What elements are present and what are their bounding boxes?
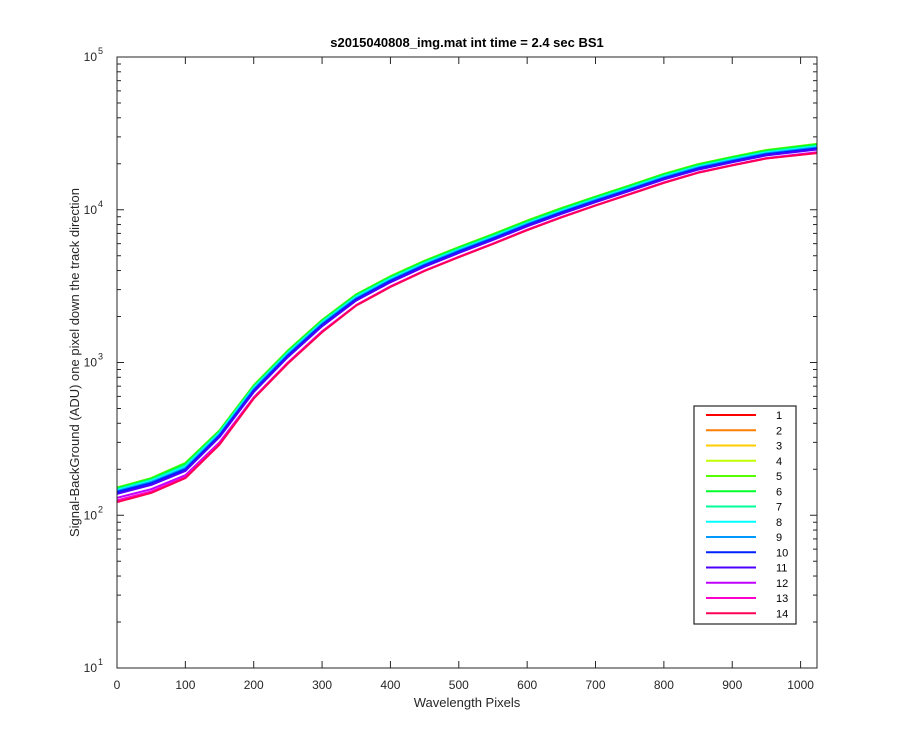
y-tick-label: 10 [84,661,98,675]
legend-label-9: 9 [776,532,782,544]
x-tick-label: 500 [449,678,469,692]
y-tick-exponent: 5 [98,46,103,56]
legend-label-8: 8 [776,517,782,529]
x-ticks: 0 100 200 300 400 500 600 700 800 900 1000 [114,57,814,692]
y-tick-label: 10 [84,508,98,522]
legend-label-14: 14 [776,608,788,620]
x-tick-label: 300 [312,678,332,692]
series-line-11 [116,148,818,495]
x-tick-label: 0 [114,678,121,692]
legend-label-1: 1 [776,410,782,422]
x-tick-label: 800 [654,678,674,692]
legend-label-12: 12 [776,578,788,590]
legend-label-10: 10 [776,547,788,559]
y-tick-label: 10 [84,356,98,370]
legend-label-7: 7 [776,502,782,514]
legend-label-2: 2 [776,425,782,437]
legend-label-3: 3 [776,441,782,453]
x-tick-label: 700 [586,678,606,692]
y-tick-label: 10 [84,50,98,64]
y-tick-exponent: 3 [98,352,103,362]
x-tick-label: 200 [244,678,264,692]
x-tick-label: 400 [380,678,400,692]
x-tick-label: 1000 [787,678,814,692]
x-axis-label: Wavelength Pixels [414,695,521,710]
y-tick-exponent: 4 [98,199,103,209]
x-tick-label: 600 [517,678,537,692]
series-layer [116,142,818,504]
y-tick-exponent: 2 [98,504,103,514]
legend-label-6: 6 [776,486,782,498]
series-line-14 [116,152,818,504]
y-axis-label: Signal-BackGround (ADU) one pixel down t… [67,188,82,537]
legend-label-4: 4 [776,456,782,468]
legend-label-11: 11 [776,563,787,575]
x-tick-label: 900 [722,678,742,692]
legend-label-13: 13 [776,593,788,605]
legend-label-5: 5 [776,471,782,483]
chart-title: s2015040808_img.mat int time = 2.4 sec B… [330,35,604,50]
y-tick-exponent: 1 [98,657,103,667]
legend-box [693,405,797,625]
y-tick-label: 10 [84,203,98,217]
x-tick-label: 100 [175,678,195,692]
